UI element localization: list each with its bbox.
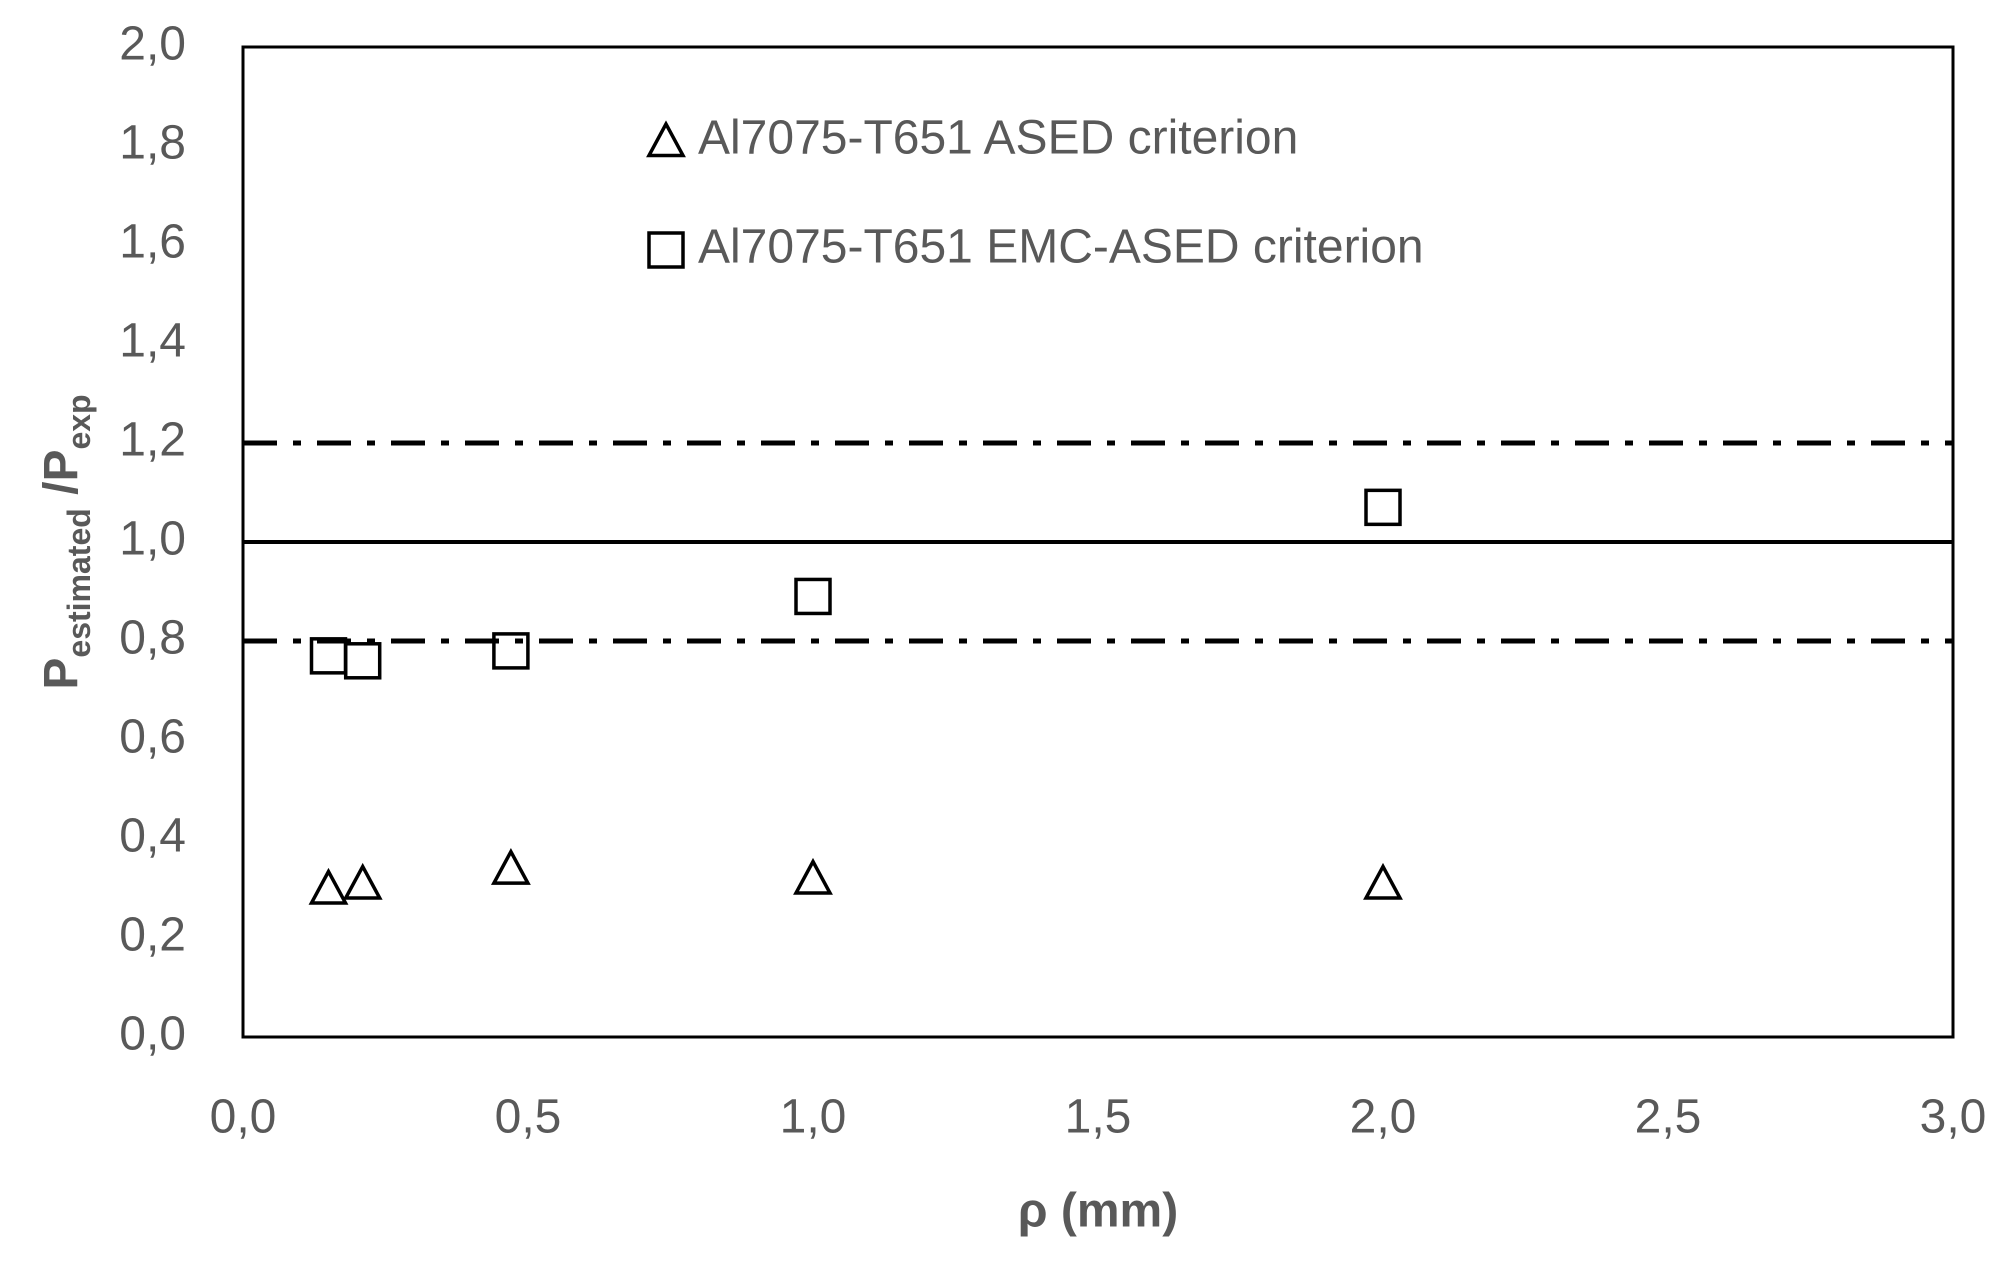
point — [492, 632, 530, 670]
y-tick-label: 1,0 — [119, 513, 186, 566]
y-axis-label-part: P — [35, 658, 88, 690]
point — [1364, 488, 1402, 527]
y-tick-label: 0,8 — [119, 612, 186, 665]
y-tick-label: 0,2 — [119, 909, 186, 962]
y-axis-label-part: /P — [35, 450, 88, 509]
point — [794, 577, 832, 616]
point — [342, 862, 383, 900]
x-tick-label: 2,5 — [1635, 1091, 1702, 1144]
legend-marker — [647, 231, 685, 269]
point — [308, 867, 349, 905]
x-tick-label: 1,0 — [780, 1091, 847, 1144]
point — [490, 848, 531, 885]
x-tick-label: 0,5 — [495, 1091, 562, 1144]
point — [343, 642, 382, 680]
y-tick-label: 1,4 — [119, 315, 186, 368]
legend-label: Al7075-T651 ASED criterion — [698, 112, 1298, 165]
y-tick-label: 1,6 — [119, 216, 186, 269]
y-tick-label: 1,8 — [119, 117, 186, 170]
y-tick-label: 2,0 — [119, 18, 186, 71]
point — [1363, 862, 1403, 900]
x-axis-label: ρ (mm) — [1018, 1185, 1178, 1238]
point — [793, 857, 833, 895]
plot-area — [241, 45, 1955, 1039]
y-tick-label: 1,2 — [119, 414, 186, 467]
y-axis-label: Pestimated /Pexp — [35, 394, 98, 689]
legend-marker — [646, 120, 686, 158]
y-axis-label-part: estimated — [61, 508, 97, 657]
x-tick-label: 3,0 — [1920, 1091, 1987, 1144]
x-tick-label: 0,0 — [210, 1091, 277, 1144]
y-axis-label-part: exp — [61, 394, 97, 449]
legend-label: Al7075-T651 EMC-ASED criterion — [698, 221, 1424, 274]
y-tick-label: 0,6 — [119, 711, 186, 764]
x-tick-label: 2,0 — [1350, 1091, 1417, 1144]
y-tick-label: 0,4 — [119, 810, 186, 863]
x-tick-label: 1,5 — [1065, 1091, 1132, 1144]
y-tick-label: 0,0 — [119, 1008, 186, 1061]
